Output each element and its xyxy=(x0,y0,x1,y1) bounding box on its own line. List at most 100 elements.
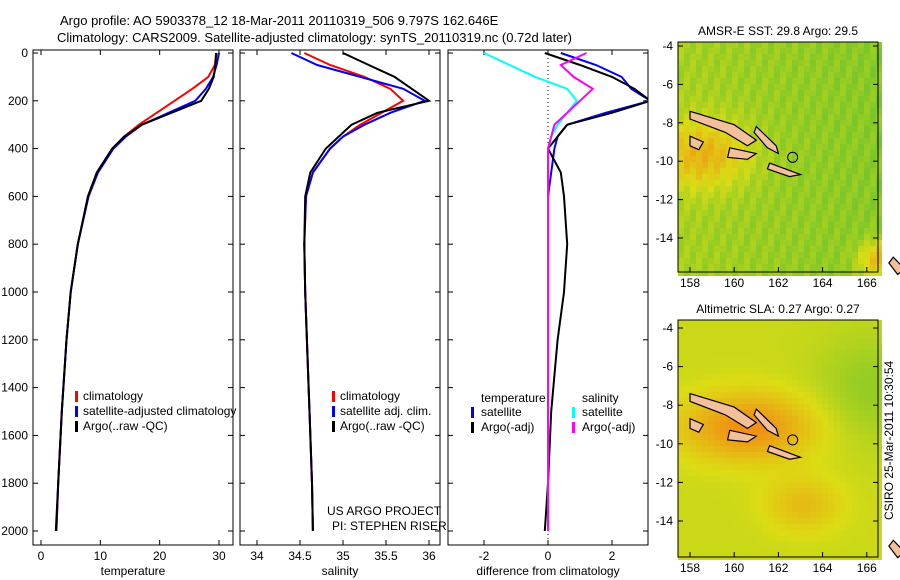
map-cell xyxy=(696,416,702,422)
map-cell xyxy=(768,228,774,234)
map-cell xyxy=(702,252,708,258)
map-cell xyxy=(738,252,744,258)
map-cell xyxy=(786,542,792,548)
map-cell xyxy=(822,536,828,542)
map-cell xyxy=(840,198,846,204)
map-cell xyxy=(720,144,726,150)
y-tick-label: 1200 xyxy=(1,333,28,347)
map-cell xyxy=(846,524,852,530)
map-cell xyxy=(702,84,708,90)
map-cell xyxy=(846,464,852,470)
map-cell xyxy=(678,386,684,392)
map-cell xyxy=(834,440,840,446)
map-cell xyxy=(774,500,780,506)
map-cell xyxy=(690,84,696,90)
map-cell xyxy=(762,84,768,90)
map-cell xyxy=(846,410,852,416)
map-cell xyxy=(852,380,858,386)
map-cell xyxy=(864,428,870,434)
map-cell xyxy=(804,470,810,476)
map-cell xyxy=(726,536,732,542)
map-cell xyxy=(768,84,774,90)
map-cell xyxy=(864,132,870,138)
map-cell xyxy=(780,192,786,198)
map-cell xyxy=(798,258,804,264)
map-cell xyxy=(852,132,858,138)
map-cell xyxy=(732,374,738,380)
map-cell xyxy=(810,440,816,446)
map-cell xyxy=(864,338,870,344)
map-cell xyxy=(696,240,702,246)
map-cell xyxy=(732,186,738,192)
map-cell xyxy=(804,54,810,60)
map-cell xyxy=(756,108,762,114)
map-cell xyxy=(828,102,834,108)
map-cell xyxy=(702,96,708,102)
map-cell xyxy=(684,144,690,150)
map-cell xyxy=(690,192,696,198)
map-cell xyxy=(822,326,828,332)
map-cell xyxy=(678,512,684,518)
map-cell xyxy=(798,434,804,440)
map-cell xyxy=(786,54,792,60)
map-cell xyxy=(804,204,810,210)
map-cell xyxy=(846,434,852,440)
map-cell xyxy=(684,246,690,252)
figure-title-line2: Climatology: CARS2009. Satellite-adjuste… xyxy=(57,30,572,45)
map-cell xyxy=(684,120,690,126)
map-cell xyxy=(774,350,780,356)
map-cell xyxy=(828,180,834,186)
map-cell xyxy=(870,204,876,210)
map-cell xyxy=(846,386,852,392)
map-cell xyxy=(828,320,834,326)
map-cell xyxy=(702,126,708,132)
map-cell xyxy=(792,320,798,326)
map-cell xyxy=(858,332,864,338)
map-cell xyxy=(798,464,804,470)
map-cell xyxy=(876,452,882,458)
map-cell xyxy=(834,186,840,192)
map-cell xyxy=(744,494,750,500)
map-cell xyxy=(762,222,768,228)
map-cell xyxy=(846,90,852,96)
map-cell xyxy=(762,216,768,222)
map-cell xyxy=(696,368,702,374)
map-cell xyxy=(762,48,768,54)
map-cell xyxy=(840,404,846,410)
map-cell xyxy=(822,54,828,60)
map-cell xyxy=(804,476,810,482)
map-cell xyxy=(762,320,768,326)
map-cell xyxy=(696,482,702,488)
map-cell xyxy=(858,156,864,162)
x-tick-label: 35.5 xyxy=(374,549,398,563)
map-cell xyxy=(858,210,864,216)
map-cell xyxy=(762,338,768,344)
map-cell xyxy=(708,464,714,470)
map-cell xyxy=(720,210,726,216)
map-cell xyxy=(852,78,858,84)
map-cell xyxy=(690,506,696,512)
map-cell xyxy=(822,96,828,102)
map-cell xyxy=(852,332,858,338)
map-cell xyxy=(720,90,726,96)
map-cell xyxy=(690,228,696,234)
map-cell xyxy=(840,240,846,246)
map-cell xyxy=(714,416,720,422)
map-cell xyxy=(870,530,876,536)
map-cell xyxy=(822,428,828,434)
map-cell xyxy=(726,440,732,446)
map-cell xyxy=(786,84,792,90)
map-cell xyxy=(708,440,714,446)
map-cell xyxy=(684,536,690,542)
map-cell xyxy=(726,362,732,368)
map-cell xyxy=(834,264,840,270)
map-cell xyxy=(870,380,876,386)
map-cell xyxy=(810,374,816,380)
map-cell xyxy=(702,416,708,422)
map-cell xyxy=(726,54,732,60)
map-cell xyxy=(732,90,738,96)
map-cell xyxy=(852,48,858,54)
map-cell xyxy=(684,210,690,216)
map-cell xyxy=(792,338,798,344)
map-cell xyxy=(768,542,774,548)
